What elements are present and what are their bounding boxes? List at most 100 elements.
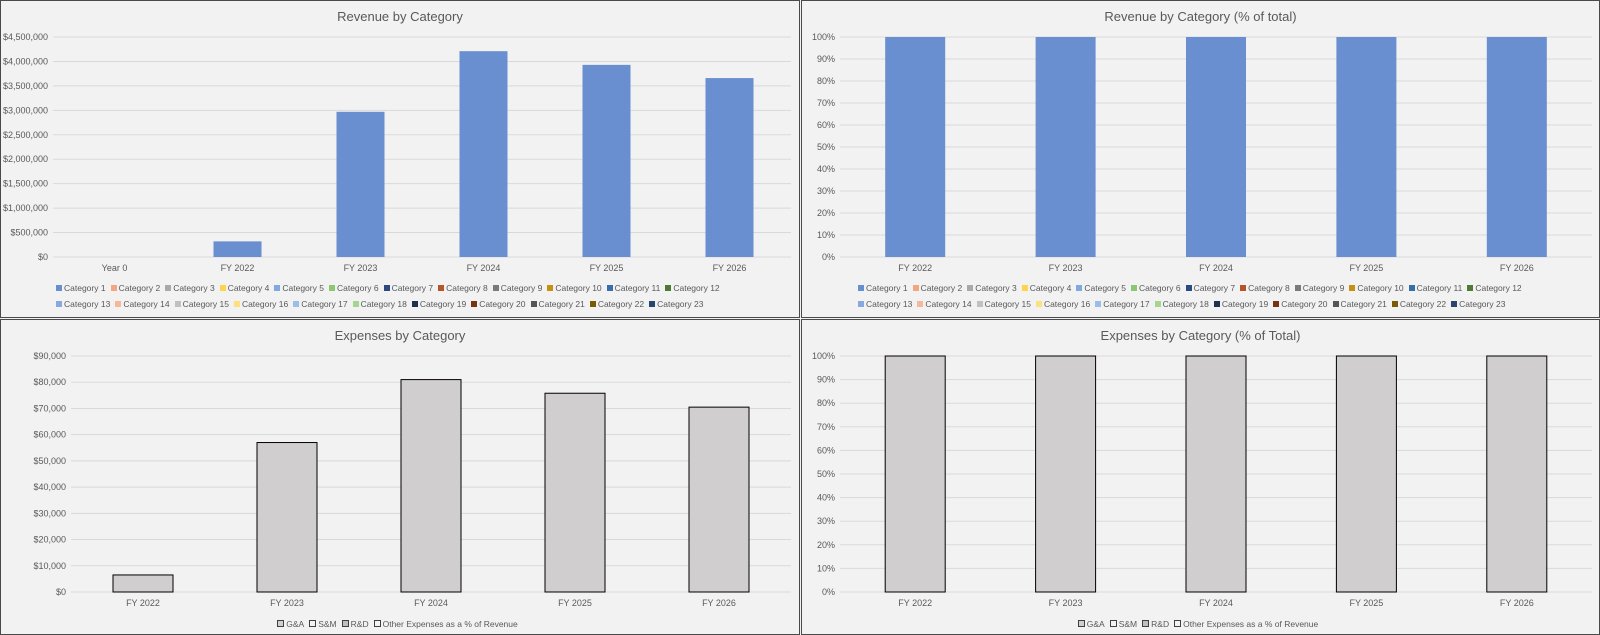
x-tick-label: FY 2026 [1500,263,1534,273]
y-tick-label: $60,000 [33,430,66,440]
legend-swatch [165,285,172,291]
legend-item: Category 24 [858,312,912,318]
legend-item: Category 4 [219,280,270,296]
legend-item: Category 19 [1213,296,1268,312]
legend-label: Category 1 [866,283,908,293]
legend-swatch [1077,620,1085,627]
legend-item: Category 20 [471,296,526,312]
x-tick-label: FY 2022 [221,263,255,273]
legend-item: Category 1 [56,280,106,296]
legend-swatch [967,285,974,291]
legend-label: Category 17 [301,299,348,309]
legend-label: S&M [318,619,337,629]
legend-label: Category 6 [1138,283,1181,293]
chart-title: Expenses by Category (% of Total) [1100,328,1301,343]
revenue-pct-chart-plot: 0% 10% 20% 30% 40% 50% 60% 70% 80% 90% 100% FY 2022… [812,32,1592,273]
legend-swatch [1021,285,1028,291]
legend-swatch [1109,620,1117,627]
legend-swatch [56,317,62,318]
legend-item: Category 16 [1035,296,1090,312]
y-tick-label: 80% [817,398,835,408]
legend-item: Category 11 [1408,280,1463,296]
legend-swatch [858,317,864,318]
y-tick-label: $500,000 [10,228,48,238]
expenses-pct-chart-panel[interactable]: Expenses by Category (% of Total) 0% 10% 2… [801,319,1600,635]
legend-item: Category 21 [530,296,585,312]
bar [688,406,750,593]
y-tick-label: 20% [817,540,835,550]
bar [336,111,385,257]
legend-item: S&M [309,616,337,632]
legend-item: Category 17 [293,296,348,312]
legend-swatch [589,301,596,307]
legend-label: Category 22 [597,299,645,309]
legend-item: Category 22 [589,296,645,312]
legend-label: Category 4 [227,283,270,293]
legend-item: Other Expenses as a % of Revenue [1174,616,1318,632]
legend-label: Category 9 [500,283,543,293]
legend-swatch [547,285,554,291]
y-tick-label: 70% [817,98,835,108]
x-tick-label: FY 2023 [270,598,304,608]
legend-swatch [309,620,317,627]
legend-swatch [56,285,62,291]
legend-label: G&A [1086,619,1105,629]
legend-item: Category 4 [1021,280,1071,296]
revenue-pct-chart-panel[interactable]: Revenue by Category (% of total) 0% 10% 20… [801,0,1600,318]
legend-label: Category 10 [555,283,602,293]
y-tick-label: 40% [817,164,835,174]
bar [1486,37,1547,257]
y-tick-label: $1,000,000 [3,203,48,213]
legend-item: Category 3 [165,280,215,296]
legend-label: Category 17 [1103,299,1150,309]
revenue-chart-plot: $0 $500,000 $1,000,000 $1,500,000 $2,000,000… [3,32,791,273]
legend-label: Category 6 [336,283,379,293]
expenses-chart-panel[interactable]: Expenses by Category $0 $10,000 $20,000 $30… [0,319,800,635]
legend-swatch [352,301,359,307]
legend-item: Category 13 [56,296,110,312]
legend-swatch [438,285,445,291]
x-tick-label: FY 2025 [590,263,624,273]
y-tick-label: 0% [822,252,835,262]
legend-item: Category 18 [1154,296,1209,312]
y-tick-label: $1,500,000 [3,179,48,189]
legend-label: Category 11 [1416,283,1463,293]
chart-legend: G&A S&M R&D Other Expenses as a % of Revenu… [802,616,1599,632]
x-tick-label: FY 2025 [1349,263,1383,273]
y-tick-label: 40% [817,493,835,503]
expenses-chart-plot: $0 $10,000 $20,000 $30,000 $40,000 $50,000 $60… [33,351,791,608]
x-tick-label: FY 2025 [1349,598,1383,608]
legend-swatch [1294,285,1301,291]
legend-label: Category 7 [391,283,434,293]
x-tick-label: FY 2026 [1500,598,1534,608]
y-tick-label: 30% [817,186,835,196]
y-tick-label: $10,000 [33,561,66,571]
legend-label: Category 20 [479,299,526,309]
y-tick-label: 70% [817,422,835,432]
legend-swatch [1349,285,1356,291]
legend-label: Category 3 [975,283,1017,293]
x-tick-label: FY 2024 [1199,263,1233,273]
y-tick-label: 60% [817,445,835,455]
chart-title: Revenue by Category (% of total) [1104,9,1297,24]
bar [1336,37,1397,257]
chart-title: Revenue by Category [337,9,463,24]
legend-label: Category 16 [241,299,289,309]
legend-swatch [341,620,349,627]
legend-item: Category 15 [174,296,229,312]
y-tick-label: 80% [817,76,835,86]
y-tick-label: 50% [817,142,835,152]
legend-swatch [530,301,537,307]
legend-label: Category 11 [614,283,661,293]
legend-swatch [110,285,117,291]
revenue-chart-panel[interactable]: Revenue by Category $0 $500,000 $1,000,000… [0,0,800,318]
legend-swatch [383,285,390,291]
legend-swatch [912,285,919,291]
y-tick-label: $70,000 [33,403,66,413]
legend-item: Other Expenses as a % of Revenue [373,616,518,632]
legend-label: Other Expenses as a % of Revenue [382,619,518,629]
legend-swatch [1130,285,1137,291]
legend-swatch [858,301,864,307]
y-tick-label: $2,000,000 [3,154,48,164]
legend-item: Category 16 [233,296,289,312]
